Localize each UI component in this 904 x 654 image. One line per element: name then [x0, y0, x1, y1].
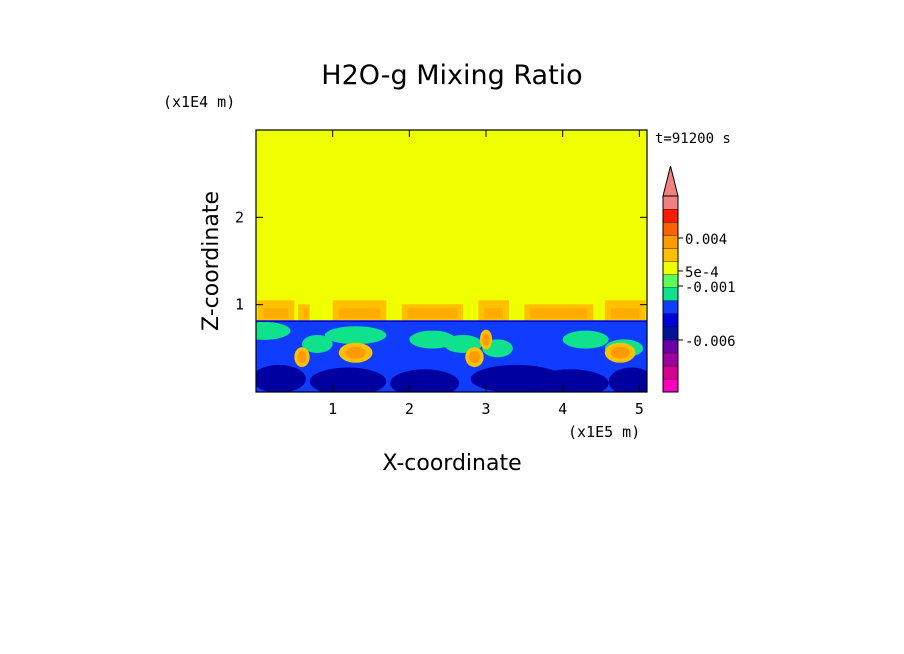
time-label: t=91200 s [655, 131, 731, 147]
colorbar-swatch [663, 339, 678, 353]
transition-patch [298, 304, 310, 321]
heatmap-field [256, 130, 647, 392]
colorbar-arrow [662, 165, 679, 197]
moist-filament [302, 334, 333, 353]
moist-core-inner [297, 351, 307, 364]
x-tick-label: 3 [481, 400, 490, 418]
y-scale-label: (x1E4 m) [163, 93, 235, 111]
colorbar-label: -0.006 [685, 334, 736, 350]
colorbar: 0.004 5e-4-0.001 -0.006 [662, 165, 736, 393]
colorbar-swatch [663, 326, 678, 340]
colorbar-swatch [663, 274, 678, 288]
colorbar-swatch [663, 352, 678, 366]
moist-filament [409, 330, 456, 349]
plot-frame [255, 129, 648, 393]
y-tick-label: 1 [235, 296, 244, 314]
dry-patch [608, 367, 647, 392]
transition-core [338, 308, 381, 319]
moist-filament [562, 330, 609, 349]
y-axis: 12 [235, 208, 647, 314]
moist-filament [256, 321, 291, 340]
x-scale-label: (x1E5 m) [568, 423, 640, 441]
colorbar-swatch [663, 248, 678, 262]
x-axis: 1 2 3 4 5 [328, 130, 644, 418]
colorbar-swatch [663, 209, 678, 223]
colorbar-swatch [663, 300, 678, 314]
lower-layer-features [256, 320, 647, 392]
x-tick-label: 5 [635, 400, 644, 418]
colorbar-swatch [663, 313, 678, 327]
x-axis-label: X-coordinate [382, 451, 521, 476]
boundary-line [256, 320, 647, 322]
moist-core-inner [610, 346, 630, 359]
dry-patch [309, 367, 387, 392]
transition-core [484, 308, 503, 319]
moist-core-inner [468, 351, 481, 364]
colorbar-swatch [663, 261, 678, 275]
colorbar-frame [662, 195, 679, 393]
transition-core [407, 308, 457, 319]
transition-core [530, 308, 588, 319]
colorbar-swatch [663, 196, 678, 210]
x-tick-label: 2 [405, 400, 414, 418]
transition-core [263, 308, 289, 319]
y-tick-label: 2 [235, 208, 244, 226]
dry-patch [532, 369, 609, 392]
dry-patch [256, 364, 306, 392]
transition-layer-region [257, 300, 646, 321]
dry-patch [390, 369, 460, 392]
colorbar-label: -0.001 [685, 280, 736, 296]
transition-core [304, 308, 309, 319]
moist-core-inner [345, 346, 366, 359]
x-tick-label: 4 [558, 400, 567, 418]
transition-core [610, 308, 640, 319]
colorbar-label: 0.004 [685, 232, 727, 248]
chart-title: H2O-g Mixing Ratio [321, 60, 582, 91]
x-tick-label: 1 [328, 400, 337, 418]
colorbar-swatch [663, 287, 678, 301]
colorbar-label: 5e-4 [685, 265, 719, 281]
colorbar-swatch [663, 378, 678, 392]
colorbar-swatch [663, 235, 678, 249]
colorbar-swatch [663, 222, 678, 236]
moist-filament [325, 326, 387, 345]
moist-core-inner [482, 333, 490, 346]
colorbar-swatch [663, 365, 678, 379]
y-axis-label: Z-coordinate [199, 191, 224, 331]
